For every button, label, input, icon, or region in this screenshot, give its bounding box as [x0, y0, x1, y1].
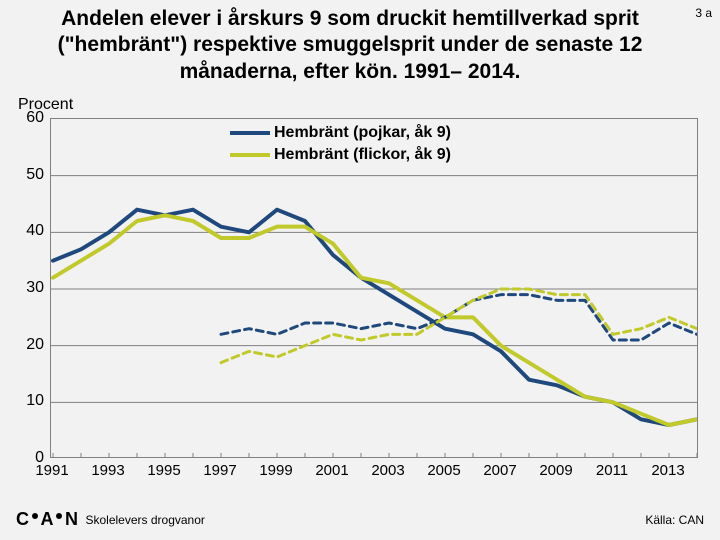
x-tick-label: 1997	[203, 462, 236, 479]
y-tick-label: 10	[16, 392, 44, 410]
y-tick-label: 30	[16, 279, 44, 297]
x-tick-label: 2007	[483, 462, 516, 479]
footer: CAN Skolelevers drogvanor Källa: CAN	[0, 509, 720, 530]
legend-label: Hembränt (flickor, åk 9)	[274, 146, 451, 164]
legend: Hembränt (pojkar, åk 9) Hembränt (flicko…	[230, 122, 451, 166]
figure-number: 3 a	[695, 6, 712, 20]
source-label: Källa: CAN	[645, 513, 704, 527]
logo: CAN	[16, 509, 78, 530]
x-tick-label: 2003	[371, 462, 404, 479]
x-tick-label: 2009	[539, 462, 572, 479]
x-tick-label: 2005	[427, 462, 460, 479]
x-tick-label: 1999	[259, 462, 292, 479]
legend-item: Hembränt (pojkar, åk 9)	[230, 122, 451, 144]
y-tick-label: 60	[16, 109, 44, 127]
footer-subtitle: Skolelevers drogvanor	[86, 513, 205, 527]
chart-area: 0102030405060 19911993199519971999200120…	[16, 118, 704, 488]
legend-item: Hembränt (flickor, åk 9)	[230, 144, 451, 166]
x-tick-label: 2011	[596, 462, 628, 479]
y-tick-label: 20	[16, 336, 44, 354]
line-chart	[50, 118, 698, 458]
x-tick-label: 1995	[147, 462, 180, 479]
y-tick-label: 40	[16, 222, 44, 240]
legend-swatch-icon	[230, 131, 270, 135]
x-tick-label: 1991	[35, 462, 68, 479]
x-tick-label: 2001	[315, 462, 348, 479]
x-tick-label: 1993	[91, 462, 124, 479]
y-tick-label: 50	[16, 166, 44, 184]
x-tick-label: 2013	[651, 462, 684, 479]
legend-label: Hembränt (pojkar, åk 9)	[274, 124, 451, 142]
chart-title: Andelen elever i årskurs 9 som druckit h…	[0, 0, 720, 85]
legend-swatch-icon	[230, 153, 270, 157]
